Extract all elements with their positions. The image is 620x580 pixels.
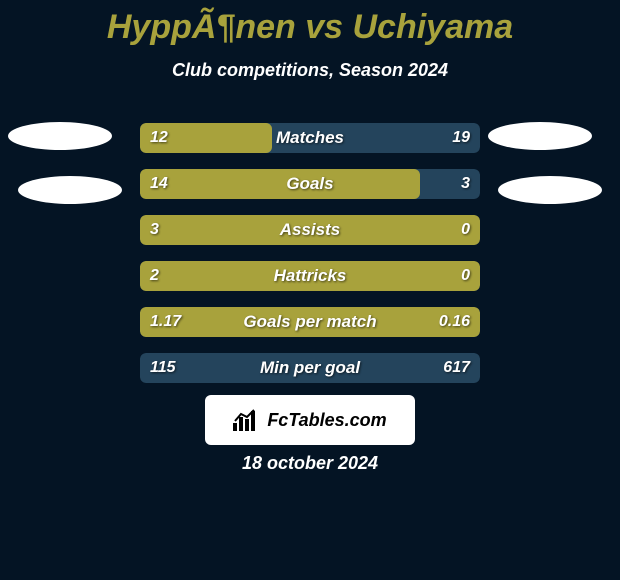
stat-row: 1.170.16Goals per match: [140, 307, 480, 337]
stat-row: 143Goals: [140, 169, 480, 199]
stat-bar-fill: [140, 123, 272, 153]
stat-bar-fill: [140, 215, 480, 245]
stat-row: 20Hattricks: [140, 261, 480, 291]
stat-row: 115617Min per goal: [140, 353, 480, 383]
player-silhouette-ellipse: [18, 176, 122, 204]
attribution-box: FcTables.com: [205, 395, 415, 445]
stat-bar-track: [140, 353, 480, 383]
player-silhouette-ellipse: [488, 122, 592, 150]
stat-bar-fill: [140, 169, 420, 199]
date-text: 18 october 2024: [0, 453, 620, 474]
player-silhouette-ellipse: [8, 122, 112, 150]
bars-icon: [233, 409, 259, 431]
stat-row: 1219Matches: [140, 123, 480, 153]
stat-bar-fill: [140, 307, 480, 337]
player-silhouette-ellipse: [498, 176, 602, 204]
comparison-subtitle: Club competitions, Season 2024: [0, 60, 620, 81]
stats-bars: 1219Matches 143Goals 30Assists 20Hattricks 1…: [140, 123, 480, 399]
comparison-title: HyppÃ¶nen vs Uchiyama: [0, 8, 620, 47]
stat-bar-fill: [140, 261, 480, 291]
attribution-text: FcTables.com: [267, 410, 386, 431]
stat-row: 30Assists: [140, 215, 480, 245]
